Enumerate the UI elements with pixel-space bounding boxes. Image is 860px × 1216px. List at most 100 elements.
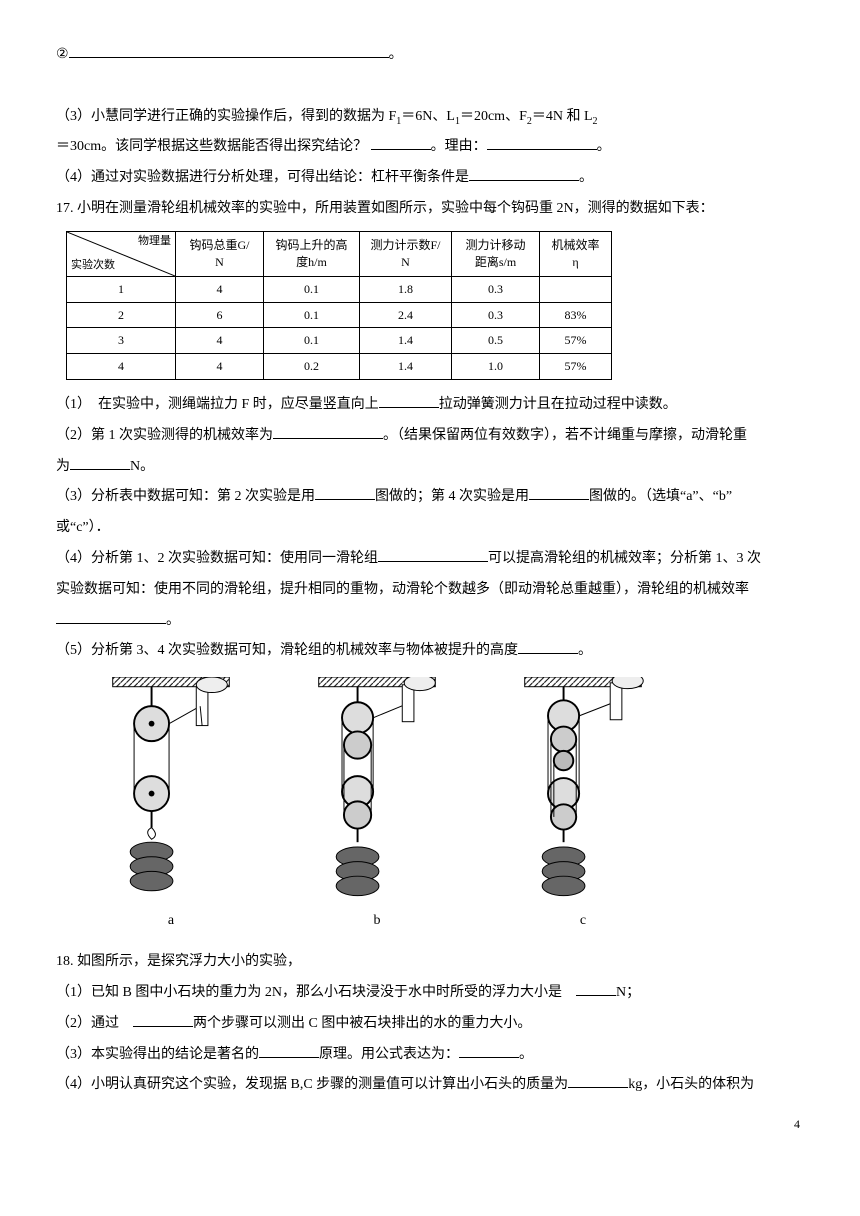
text: ＝20cm、F: [460, 109, 527, 124]
table-cell: 57%: [540, 328, 612, 354]
blank[interactable]: [378, 548, 488, 562]
table-cell: 0.1: [264, 302, 360, 328]
blank[interactable]: [459, 1044, 519, 1058]
blank[interactable]: [568, 1074, 628, 1088]
blank[interactable]: [70, 456, 130, 470]
pulley-diagrams: a b: [96, 677, 804, 937]
table-head-row: 物理量 实验次数 钩码总重G/N 钩码上升的高度h/m 测力计示数F/N 测力计…: [67, 231, 612, 276]
q17-table: 物理量 实验次数 钩码总重G/N 钩码上升的高度h/m 测力计示数F/N 测力计…: [66, 231, 612, 380]
text: （1）已知 B 图中小石块的重力为 2N，那么小石块浸没于水中时所受的浮力大小是: [56, 985, 576, 1000]
q17-p4c: 。: [56, 606, 804, 637]
text: 。: [578, 643, 592, 658]
corner-top: 物理量: [138, 234, 171, 249]
table-cell: 0.5: [452, 328, 540, 354]
page-number: 4: [56, 1111, 804, 1137]
q17-p4: （4）分析第 1、2 次实验数据可知：使用同一滑轮组 可以提高滑轮组的机械效率；分…: [56, 544, 804, 575]
table-corner: 物理量 实验次数: [67, 231, 176, 276]
text: （4）分析第 1、2 次实验数据可知：使用同一滑轮组: [56, 551, 378, 566]
col-head: 钩码上升的高度h/m: [264, 231, 360, 276]
blank[interactable]: [133, 1013, 193, 1027]
q18-p4: （4）小明认真研究这个实验，发现据 B,C 步骤的测量值可以计算出小石头的质量为…: [56, 1070, 804, 1101]
blank[interactable]: [518, 640, 578, 654]
text: （1） 在实验中，测绳端拉力 F 时，应尽量竖直向上: [56, 397, 379, 412]
q18-p2: （2）通过 两个步骤可以测出 C 图中被石块排出的水的重力大小。: [56, 1009, 804, 1040]
q16-p4: （4）通过对实验数据进行分析处理，可得出结论：杠杆平衡条件是 。: [56, 163, 804, 194]
text: 可以提高滑轮组的机械效率；分析第 1、3 次: [488, 551, 761, 566]
text: （4）小明认真研究这个实验，发现据 B,C 步骤的测量值可以计算出小石头的质量为: [56, 1077, 568, 1092]
blank[interactable]: [273, 425, 383, 439]
text: 图做的。（选填“a”、“b”: [589, 489, 732, 504]
text: （3）小慧同学进行正确的实验操作后，得到的数据为 F: [56, 109, 396, 124]
col-head: 测力计移动距离s/m: [452, 231, 540, 276]
blank[interactable]: [469, 167, 579, 181]
table-cell: 1.0: [452, 354, 540, 380]
blank[interactable]: [379, 394, 439, 408]
table-cell: 0.3: [452, 302, 540, 328]
table-cell: 6: [176, 302, 264, 328]
table-row: 260.12.40.383%: [67, 302, 612, 328]
text: 。（结果保留两位有效数字），若不计绳重与摩擦，动滑轮重: [383, 428, 747, 443]
table-cell: 0.1: [264, 276, 360, 302]
pulley-c: c: [508, 677, 658, 937]
blank[interactable]: [259, 1044, 319, 1058]
text: 原理。用公式表达为：: [319, 1047, 459, 1062]
table-row: 440.21.41.057%: [67, 354, 612, 380]
table-cell: 1: [67, 276, 176, 302]
text: ＝4N 和 L: [532, 109, 593, 124]
text: 。: [579, 170, 593, 185]
table-cell: 0.3: [452, 276, 540, 302]
blank[interactable]: [56, 610, 166, 624]
table-cell: 1.8: [360, 276, 452, 302]
text: （4）通过对实验数据进行分析处理，可得出结论：杠杆平衡条件是: [56, 170, 469, 185]
table-row: 340.11.40.557%: [67, 328, 612, 354]
q17-p5: （5）分析第 3、4 次实验数据可知，滑轮组的机械效率与物体被提升的高度 。: [56, 636, 804, 667]
sub: 2: [593, 115, 598, 126]
q17-title: 17. 小明在测量滑轮组机械效率的实验中，所用装置如图所示，实验中每个钩码重 2…: [56, 194, 804, 225]
text: 为: [56, 459, 70, 474]
text: ②: [56, 47, 69, 62]
text: （3）本实验得出的结论是著名的: [56, 1047, 259, 1062]
blank[interactable]: [576, 982, 616, 996]
table-cell: [540, 276, 612, 302]
text: ＝30cm。该同学根据这些数据能否得出探究结论？: [56, 139, 367, 154]
text: N；: [616, 985, 640, 1000]
table-cell: 1.4: [360, 354, 452, 380]
corner-bottom: 实验次数: [71, 258, 115, 273]
table-cell: 57%: [540, 354, 612, 380]
text: 两个步骤可以测出 C 图中被石块排出的水的重力大小。: [193, 1016, 531, 1031]
q17-p3b: 或“c”）．: [56, 513, 804, 544]
table-cell: 3: [67, 328, 176, 354]
col-head: 钩码总重G/N: [176, 231, 264, 276]
blank[interactable]: [529, 486, 589, 500]
table-cell: 1.4: [360, 328, 452, 354]
text: 拉动弹簧测力计且在拉动过程中读数。: [439, 397, 677, 412]
table-cell: 2: [67, 302, 176, 328]
table-cell: 4: [176, 354, 264, 380]
table-row: 140.11.80.3: [67, 276, 612, 302]
label-c: c: [580, 906, 586, 937]
pulley-b: b: [302, 677, 452, 937]
blank[interactable]: [487, 136, 597, 150]
q18-p1: （1）已知 B 图中小石块的重力为 2N，那么小石块浸没于水中时所受的浮力大小是…: [56, 978, 804, 1009]
blank[interactable]: [69, 44, 389, 58]
q16-p3-l1: （3）小慧同学进行正确的实验操作后，得到的数据为 F1＝6N、L1＝20cm、F…: [56, 102, 804, 133]
table-cell: 0.1: [264, 328, 360, 354]
col-head: 测力计示数F/N: [360, 231, 452, 276]
q17-p2: （2）第 1 次实验测得的机械效率为。（结果保留两位有效数字），若不计绳重与摩擦…: [56, 421, 804, 452]
text: 。: [597, 139, 611, 154]
text: （3）分析表中数据可知：第 2 次实验是用: [56, 489, 315, 504]
q18-p3: （3）本实验得出的结论是著名的原理。用公式表达为：。: [56, 1040, 804, 1071]
q16-p3-l2: ＝30cm。该同学根据这些数据能否得出探究结论？ 。理由：。: [56, 132, 804, 163]
col-head: 机械效率η: [540, 231, 612, 276]
text: 。: [389, 47, 403, 62]
text: N。: [130, 459, 154, 474]
text: 。: [166, 613, 180, 628]
text: （2）通过: [56, 1016, 133, 1031]
q17-p4b: 实验数据可知：使用不同的滑轮组，提升相同的重物，动滑轮个数越多（即动滑轮总重越重…: [56, 575, 804, 606]
blank[interactable]: [315, 486, 375, 500]
blank[interactable]: [371, 136, 431, 150]
q17-p2b: 为 N。: [56, 452, 804, 483]
text: （5）分析第 3、4 次实验数据可知，滑轮组的机械效率与物体被提升的高度: [56, 643, 518, 658]
table-cell: 4: [176, 328, 264, 354]
q18-title: 18. 如图所示，是探究浮力大小的实验，: [56, 947, 804, 978]
